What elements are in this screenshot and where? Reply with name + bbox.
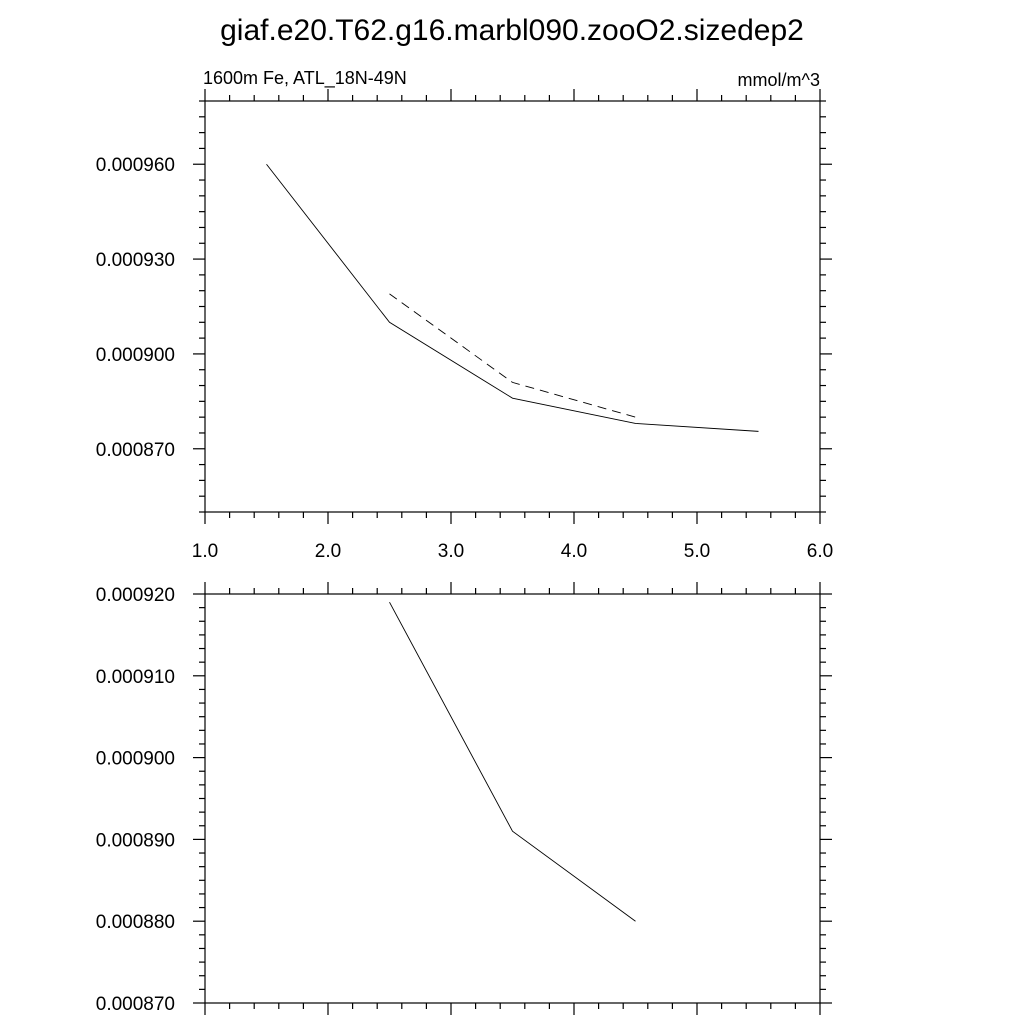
y-tick-label: 0.000900: [96, 345, 175, 366]
bottom-panel: 0.000870 0.000880 0.000890 0.000900 0.000910…: [96, 582, 832, 1015]
x-tick-label: 4.0: [561, 541, 587, 562]
plot-frame: [204, 100, 821, 513]
top-panel: 1.0 2.0 3.0 4.0 5.0 6.0 0.000870 0.000900 0.0009…: [96, 89, 833, 562]
y-tick-label: 0.000960: [96, 155, 175, 176]
panel-left-label: 1600m Fe, ATL_18N-49N: [203, 68, 407, 89]
series-line-dashed: [389, 293, 636, 418]
plot-frame: [204, 593, 821, 1004]
y-tick-label: 0.000910: [96, 667, 175, 688]
y-tick-label: 0.000880: [96, 912, 175, 933]
y-tick-label: 0.000870: [96, 440, 175, 461]
series-line-solid: [266, 163, 759, 432]
y-tick-label: 0.000900: [96, 749, 175, 770]
x-tick-label: 1.0: [192, 541, 218, 562]
panel-units-label: mmol/m^3: [738, 70, 820, 90]
chart-title: giaf.e20.T62.g16.marbl090.zooO2.sizedep2: [220, 14, 804, 47]
y-tick-label: 0.000920: [96, 585, 175, 606]
x-tick-label: 3.0: [438, 541, 464, 562]
x-tick-label: 5.0: [684, 541, 710, 562]
y-tick-label: 0.000930: [96, 250, 175, 271]
x-tick-label: 6.0: [807, 541, 833, 562]
y-tick-label: 0.000890: [96, 830, 175, 851]
x-tick-label: 2.0: [315, 541, 341, 562]
series-line-solid: [389, 601, 636, 922]
y-tick-label: 0.000870: [96, 994, 175, 1015]
